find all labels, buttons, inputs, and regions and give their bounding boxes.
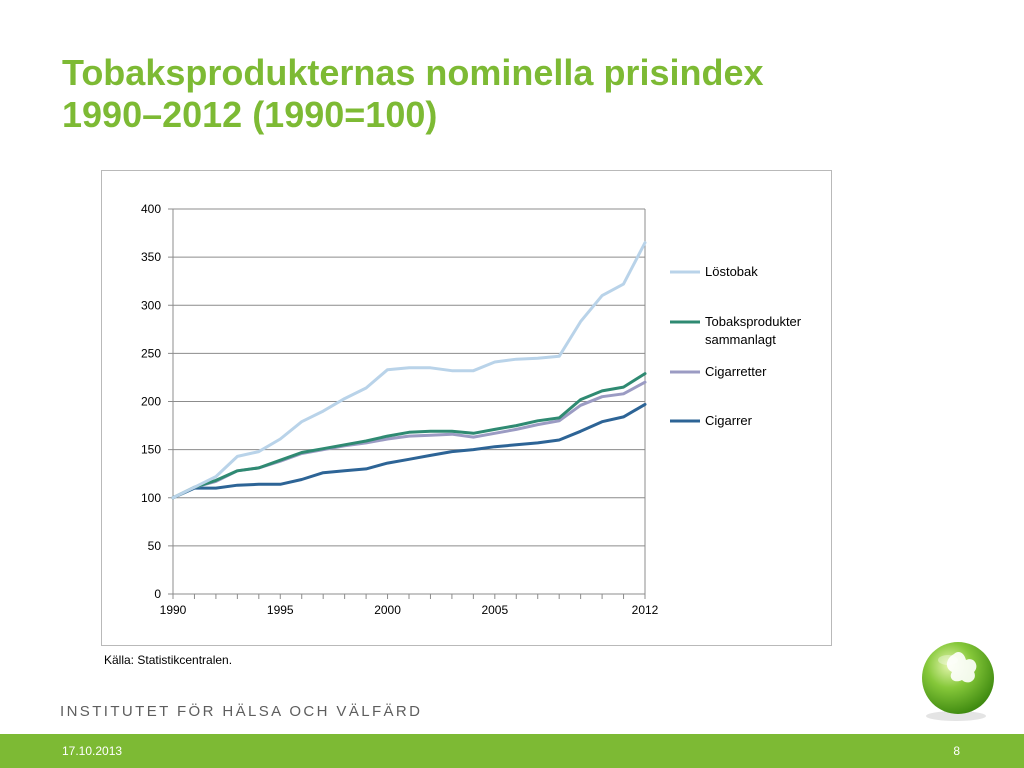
legend-label-cigarretter: Cigarretter (705, 364, 767, 379)
series-line-cigarrer (171, 402, 647, 500)
y-tick-label: 400 (141, 202, 161, 216)
legend-label-tobaksprodukter: Tobaksprodukter sammanlagt (705, 314, 802, 347)
source-note: Källa: Statistikcentralen. (104, 653, 233, 667)
y-tick-label: 300 (141, 298, 161, 312)
legend-label-cigarrer: Cigarrer (705, 413, 753, 428)
series-line-cigarretter (171, 380, 647, 500)
x-tick-label: 1990 (160, 603, 187, 617)
y-tick-label: 200 (141, 395, 161, 409)
title-line-1: Tobaksprodukternas nominella prisindex (62, 52, 764, 93)
y-tick-label: 50 (148, 539, 162, 553)
slide-title: Tobaksprodukternas nominella prisindex 1… (62, 52, 962, 136)
footer-bar: 17.10.2013 8 (0, 734, 1024, 768)
x-tick-label: 2012 (632, 603, 659, 617)
title-line-2: 1990–2012 (1990=100) (62, 94, 438, 135)
y-tick-label: 100 (141, 491, 161, 505)
line-chart: 0 50 100 150 200 250 300 350 400 1990 1995 2000 2005… (141, 202, 802, 617)
globe-logo-icon (922, 642, 994, 721)
y-tick-label: 250 (141, 346, 161, 360)
x-tick-label: 2005 (481, 603, 508, 617)
y-tick-label: 150 (141, 443, 161, 457)
institute-name: INSTITUTET FÖR HÄLSA OCH VÄLFÄRD (60, 703, 423, 720)
series-line-tobaksprodukter (171, 372, 647, 500)
y-tick-label: 350 (141, 250, 161, 264)
y-tick-label: 0 (154, 587, 161, 601)
x-tick-label: 1995 (267, 603, 294, 617)
series-line-lostobak (171, 241, 647, 500)
chart-frame: 0 50 100 150 200 250 300 350 400 1990 1995 2000 2005… (101, 170, 832, 646)
footer-date: 17.10.2013 (62, 744, 123, 758)
page-number: 8 (953, 744, 960, 758)
legend-label-lostobak: Löstobak (705, 264, 758, 279)
x-tick-label: 2000 (374, 603, 401, 617)
